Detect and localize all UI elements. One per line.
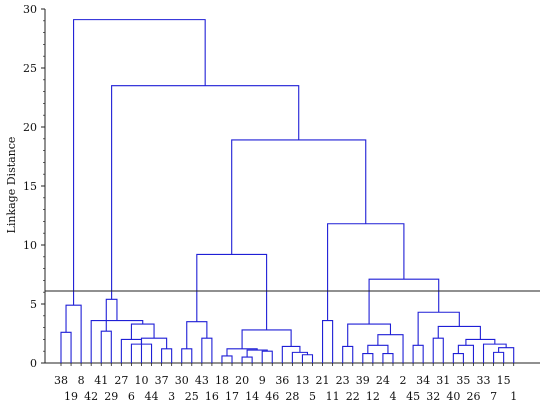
y-tick-label: 20 — [23, 121, 37, 134]
leaf-label: 31 — [436, 374, 450, 387]
leaf-label: 35 — [456, 374, 470, 387]
leaf-label: 20 — [235, 374, 249, 387]
leaf-label: 12 — [366, 390, 380, 403]
dendrogram-branch — [186, 321, 208, 349]
dendrogram-branch — [432, 337, 444, 363]
leaf-label: 28 — [285, 390, 299, 403]
dendrogram-branch — [437, 325, 481, 340]
y-tick-label: 10 — [23, 239, 37, 252]
leaf-label: 27 — [114, 374, 128, 387]
leaf-label: 34 — [416, 374, 430, 387]
dendrogram-branch — [367, 344, 389, 354]
dendrogram-branch — [327, 223, 405, 321]
dendrogram-branch — [111, 85, 300, 300]
leaf-label: 15 — [497, 374, 511, 387]
leaf-label: 6 — [128, 390, 135, 403]
dendrogram-branch — [73, 19, 206, 306]
leaf-label: 29 — [104, 390, 118, 403]
leaf-label: 26 — [466, 390, 480, 403]
leaf-label: 13 — [295, 374, 309, 387]
y-axis-title: Linkage Distance — [5, 137, 18, 234]
leaf-label: 8 — [78, 374, 85, 387]
leaf-label: 25 — [185, 390, 199, 403]
leaf-label: 30 — [175, 374, 189, 387]
leaf-label: 5 — [309, 390, 316, 403]
leaf-label: 22 — [346, 390, 360, 403]
leaf-label: 38 — [54, 374, 68, 387]
dendrogram-branch — [452, 353, 464, 363]
leaf-label: 2 — [400, 374, 407, 387]
dendrogram-branch — [231, 139, 367, 255]
y-tick-label: 5 — [30, 298, 37, 311]
dendrogram-branch — [161, 348, 173, 363]
leaf-label: 3 — [168, 390, 175, 403]
dendrogram-branch — [498, 347, 515, 363]
dendrogram-branch — [100, 330, 112, 363]
leaf-label: 40 — [446, 390, 460, 403]
leaf-label: 45 — [406, 390, 420, 403]
dendrogram-branch — [201, 337, 213, 363]
dendrogram-branch — [221, 355, 233, 363]
dendrogram-branch — [181, 348, 193, 363]
y-tick-label: 25 — [23, 62, 37, 75]
leaf-label: 23 — [336, 374, 350, 387]
leaf-label: 41 — [94, 374, 108, 387]
leaf-label: 1 — [510, 390, 517, 403]
leaf-label: 17 — [225, 390, 239, 403]
dendrogram-branch — [60, 331, 72, 363]
axis-layer: 0 5 10 15 20 25 30 — [23, 3, 540, 370]
dendrogram-branch — [347, 323, 392, 347]
y-tick-label: 15 — [23, 180, 37, 193]
dendrogram-branch — [382, 353, 394, 363]
dendrogram-branch — [362, 353, 374, 363]
dendrogram-branch — [342, 345, 354, 363]
leaf-label: 7 — [490, 390, 497, 403]
leaf-label: 10 — [134, 374, 148, 387]
dendrogram-branch — [140, 337, 168, 363]
dendrogram-branch — [196, 253, 268, 330]
leaf-label: 43 — [195, 374, 209, 387]
dendrogram-branch — [377, 334, 404, 363]
leaf-label: 33 — [477, 374, 491, 387]
dendrogram-branch — [241, 356, 253, 363]
dendrogram-branch — [457, 344, 475, 363]
dendrogram-branch — [281, 345, 301, 363]
branch-layer — [60, 19, 515, 363]
leaf-label: 18 — [215, 374, 229, 387]
leaf-label: 16 — [205, 390, 219, 403]
leaf-label: 42 — [84, 390, 98, 403]
leaf-label: 14 — [245, 390, 259, 403]
dendrogram-branch — [105, 298, 118, 332]
dendrogram-branch — [368, 278, 440, 325]
leaf-label: 21 — [316, 374, 330, 387]
y-tick-label: 0 — [30, 357, 37, 370]
y-tick-label: 30 — [23, 3, 37, 16]
dendrogram-branch — [65, 304, 82, 363]
leaf-label: 39 — [356, 374, 370, 387]
dendrogram-branch — [130, 323, 155, 340]
leaf-label: 19 — [64, 390, 78, 403]
leaf-label: 36 — [275, 374, 289, 387]
dendrogram-branch — [291, 351, 309, 363]
leaf-label: 37 — [155, 374, 169, 387]
dendrogram-branch — [90, 319, 144, 363]
leaf-label: 4 — [389, 390, 396, 403]
leaf-label: 11 — [326, 390, 340, 403]
dendrogram-branch — [301, 354, 314, 363]
dendrogram-branch — [493, 351, 505, 363]
leaf-label: 24 — [376, 374, 390, 387]
dendrogram-branch — [482, 343, 507, 363]
leaf-label: 44 — [145, 390, 159, 403]
dendrogram-branch — [412, 344, 424, 363]
leaf-label: 32 — [426, 390, 440, 403]
leaf-label: 9 — [259, 374, 266, 387]
dendrogram-branch — [322, 319, 334, 363]
dendrogram-branch — [261, 350, 273, 363]
leaf-label-layer: 3819842412927610443733025431618172014946… — [54, 374, 517, 403]
leaf-label: 46 — [265, 390, 279, 403]
